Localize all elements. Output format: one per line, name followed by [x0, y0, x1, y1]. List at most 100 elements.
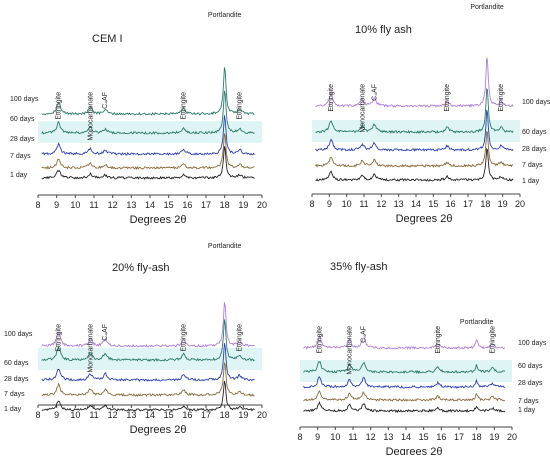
series-label: 28 days [518, 380, 543, 387]
x-tick-label: 9 [327, 199, 332, 209]
x-tick-label: 10 [330, 432, 340, 442]
peak-label: Ettringite [237, 92, 244, 120]
series-label: 60 days [4, 360, 29, 367]
series-line-2 [315, 87, 514, 134]
x-axis-label: Degrees 2θ [386, 446, 443, 455]
chart-title: 35% fly-ash [330, 261, 387, 273]
series-line-1 [315, 57, 514, 108]
series-line-4 [303, 390, 506, 402]
peak-label: Ettringite [181, 324, 188, 352]
series-line-5 [41, 380, 255, 412]
series-label: 1 day [10, 172, 28, 179]
x-tick-label: 17 [201, 410, 211, 420]
series-line-4 [315, 130, 514, 169]
x-tick-label: 8 [35, 200, 40, 210]
series-label: 7 days [522, 162, 543, 169]
x-tick-label: 20 [257, 410, 267, 420]
peak-label: Monocarbonate [359, 84, 366, 133]
series-line-3 [303, 376, 505, 389]
series-label: 7 days [4, 391, 25, 398]
peak-label: Ettringite [237, 324, 244, 352]
peak-label: Ettringite [490, 326, 497, 354]
series-line-2 [41, 90, 255, 135]
series-label: 60 days [522, 129, 547, 136]
x-tick-label: 13 [126, 200, 136, 210]
series-line-1 [41, 67, 255, 116]
peak-label: Ettringite [328, 84, 335, 112]
series-line-5 [41, 146, 255, 180]
peak-label: C₄AF [102, 92, 109, 109]
x-tick-label: 14 [411, 199, 421, 209]
x-tick-label: 15 [428, 199, 438, 209]
x-tick-label: 8 [309, 199, 314, 209]
x-tick-label: 17 [463, 199, 473, 209]
x-tick-label: 9 [54, 410, 59, 420]
peak-label: C₄AF [361, 326, 368, 343]
x-tick-label: 15 [419, 432, 429, 442]
series-line-2 [41, 319, 255, 362]
series-label: 28 days [10, 136, 35, 143]
x-axis-label: Degrees 2θ [130, 214, 187, 226]
x-tick-label: 19 [238, 200, 248, 210]
highlight-band [312, 120, 520, 142]
x-tick-label: 16 [446, 199, 456, 209]
x-tick-label: 16 [182, 200, 192, 210]
series-label: 1 day [4, 406, 22, 413]
series-line-5 [303, 400, 506, 413]
x-tick-label: 15 [164, 410, 174, 420]
peak-label: Ettringite [498, 84, 505, 112]
peak-label: Monocarbonate [87, 324, 94, 373]
x-tick-label: 19 [498, 199, 508, 209]
chart-panel-1: CEM I 8 9 10 11 12 13 14 15 16 17 18 19 20 Degrees 2θ 1… [10, 12, 267, 226]
x-tick-label: 10 [70, 410, 80, 420]
series-line-3 [315, 109, 514, 152]
series-label: 100 days [522, 99, 550, 106]
x-tick-label: 18 [220, 410, 230, 420]
series-line-5 [315, 147, 514, 182]
peak-label: Monocarbonate [346, 326, 353, 375]
peak-label: Portlandite [470, 4, 504, 11]
series-label: 28 days [4, 376, 29, 383]
peak-label: Ettringite [56, 92, 63, 120]
chart-panel-2: 10% fly ash 8 9 10 11 12 13 14 15 16 17 18 19 20 Degre… [309, 4, 550, 225]
series-label: 7 days [518, 398, 539, 405]
peak-label: Ettringite [56, 324, 63, 352]
x-tick-label: 13 [394, 199, 404, 209]
x-tick-label: 12 [376, 199, 386, 209]
x-tick-label: 19 [489, 432, 499, 442]
highlight-band [38, 348, 262, 370]
peak-label: Monocarbonate [87, 92, 94, 141]
series-line-4 [41, 362, 255, 397]
peak-label: C₄AF [102, 324, 109, 341]
x-tick-label: 16 [436, 432, 446, 442]
peak-label: Ettringite [181, 92, 188, 120]
x-tick-label: 8 [35, 410, 40, 420]
x-tick-label: 16 [182, 410, 192, 420]
x-tick-label: 9 [54, 200, 59, 210]
x-tick-label: 9 [315, 432, 320, 442]
x-tick-label: 11 [348, 432, 357, 442]
series-line-4 [41, 133, 255, 170]
x-tick-label: 18 [472, 432, 482, 442]
x-tick-label: 18 [480, 199, 490, 209]
series-line-1 [303, 334, 506, 351]
x-tick-label: 13 [126, 410, 136, 420]
x-tick-label: 17 [454, 432, 464, 442]
series-label: 100 days [4, 331, 33, 338]
series-label: 60 days [10, 116, 35, 123]
peak-label: C₄AF [371, 84, 378, 101]
x-tick-label: 14 [401, 432, 411, 442]
chart-title: 20% fly-ash [112, 262, 169, 274]
series-line-2 [303, 360, 506, 375]
series-label: 28 days [522, 146, 547, 153]
highlight-band [300, 360, 512, 382]
x-tick-label: 15 [164, 200, 174, 210]
x-tick-label: 18 [220, 200, 230, 210]
x-tick-label: 11 [359, 199, 368, 209]
series-label: 60 days [518, 363, 543, 370]
series-line-3 [41, 115, 255, 156]
series-label: 100 days [518, 340, 547, 347]
peak-label: Ettringite [435, 326, 442, 354]
x-tick-label: 12 [108, 410, 118, 420]
